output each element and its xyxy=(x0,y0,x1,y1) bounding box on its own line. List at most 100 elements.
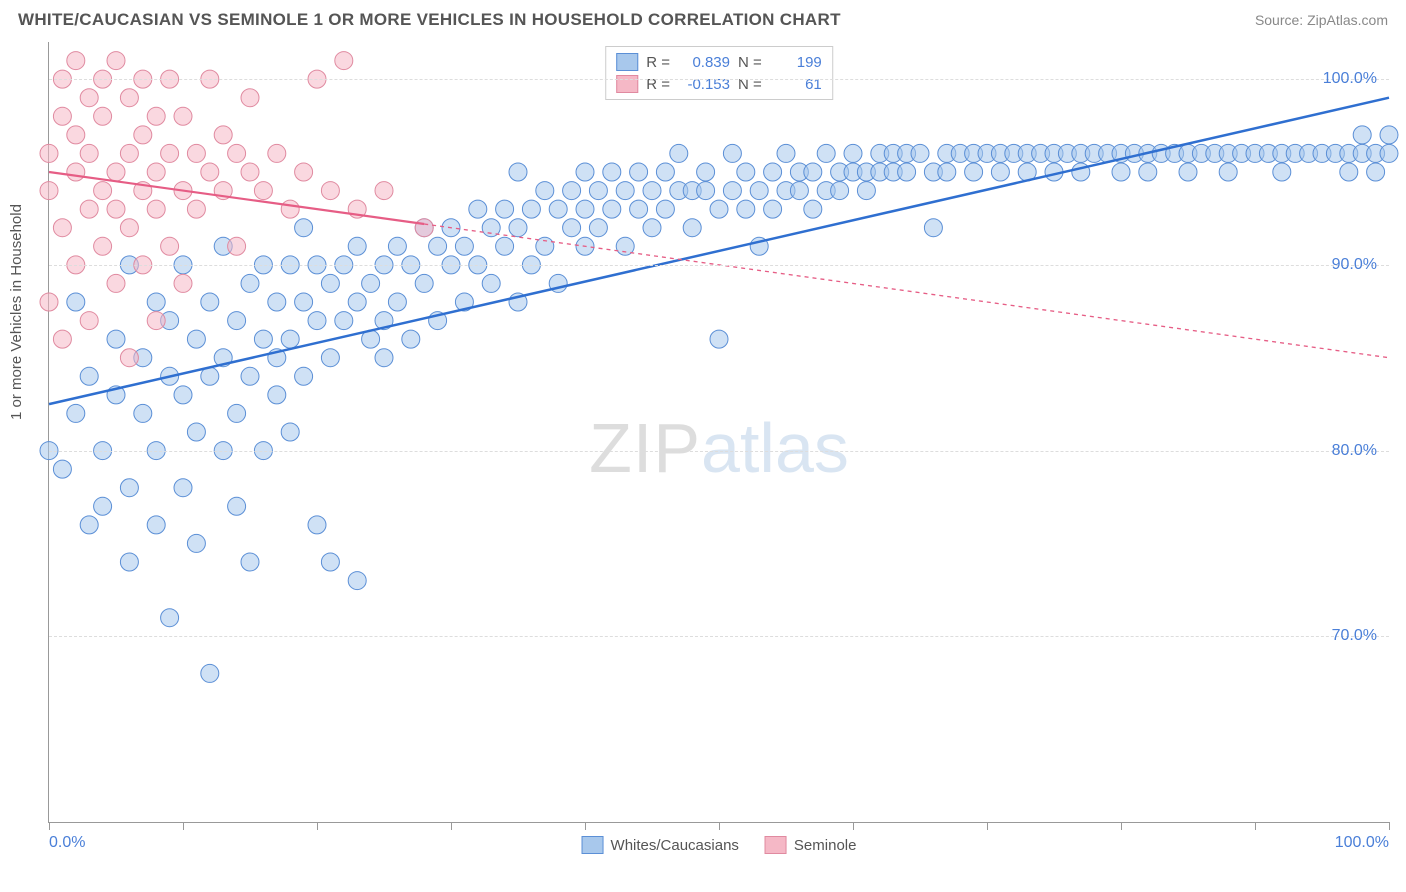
data-point xyxy=(80,89,98,107)
data-point xyxy=(844,144,862,162)
data-point xyxy=(348,572,366,590)
data-point xyxy=(120,349,138,367)
data-point xyxy=(764,200,782,218)
data-point xyxy=(80,516,98,534)
data-point xyxy=(522,200,540,218)
data-point xyxy=(509,219,527,237)
data-point xyxy=(375,182,393,200)
data-point xyxy=(295,219,313,237)
gridline-h xyxy=(49,636,1389,637)
data-point xyxy=(804,163,822,181)
data-point xyxy=(697,163,715,181)
data-point xyxy=(335,52,353,70)
data-point xyxy=(1367,163,1385,181)
data-point xyxy=(161,609,179,627)
data-point xyxy=(80,200,98,218)
data-point xyxy=(817,144,835,162)
data-point xyxy=(911,144,929,162)
data-point xyxy=(147,200,165,218)
ytick-label: 100.0% xyxy=(1323,70,1377,88)
data-point xyxy=(40,144,58,162)
data-point xyxy=(134,404,152,422)
data-point xyxy=(831,182,849,200)
data-point xyxy=(616,182,634,200)
data-point xyxy=(576,200,594,218)
data-point xyxy=(924,219,942,237)
data-point xyxy=(455,237,473,255)
xtick xyxy=(585,822,586,830)
scatter-plot-area: ZIPatlas R = 0.839 N = 199 R = -0.153 N … xyxy=(48,42,1389,823)
data-point xyxy=(281,200,299,218)
data-point xyxy=(268,386,286,404)
data-point xyxy=(991,163,1009,181)
data-point xyxy=(348,293,366,311)
data-point xyxy=(120,89,138,107)
data-point xyxy=(147,293,165,311)
data-point xyxy=(1273,163,1291,181)
data-point xyxy=(281,330,299,348)
data-point xyxy=(120,144,138,162)
data-point xyxy=(321,182,339,200)
data-point xyxy=(737,163,755,181)
data-point xyxy=(415,274,433,292)
data-point xyxy=(161,237,179,255)
data-point xyxy=(187,144,205,162)
data-point xyxy=(147,107,165,125)
data-point xyxy=(308,312,326,330)
data-point xyxy=(107,163,125,181)
data-point xyxy=(147,163,165,181)
data-point xyxy=(53,330,71,348)
data-point xyxy=(723,182,741,200)
data-point xyxy=(656,200,674,218)
data-point xyxy=(429,237,447,255)
data-point xyxy=(120,479,138,497)
data-point xyxy=(321,553,339,571)
data-point xyxy=(228,404,246,422)
data-point xyxy=(965,163,983,181)
stats-row-series1: R = 0.839 N = 199 xyxy=(616,51,822,73)
data-point xyxy=(1112,163,1130,181)
data-point xyxy=(281,423,299,441)
data-point xyxy=(94,237,112,255)
data-point xyxy=(737,200,755,218)
data-point xyxy=(804,200,822,218)
data-point xyxy=(187,200,205,218)
data-point xyxy=(321,349,339,367)
data-point xyxy=(1179,163,1197,181)
xtick-label: 0.0% xyxy=(49,834,85,852)
data-point xyxy=(643,219,661,237)
data-point xyxy=(107,274,125,292)
xtick xyxy=(317,822,318,830)
data-point xyxy=(94,182,112,200)
data-point xyxy=(67,404,85,422)
data-point xyxy=(67,126,85,144)
xtick xyxy=(853,822,854,830)
data-point xyxy=(254,330,272,348)
xtick xyxy=(183,822,184,830)
data-point xyxy=(723,144,741,162)
data-point xyxy=(335,312,353,330)
data-point xyxy=(710,200,728,218)
source-attribution: Source: ZipAtlas.com xyxy=(1255,12,1388,28)
data-point xyxy=(777,144,795,162)
xtick xyxy=(451,822,452,830)
data-point xyxy=(362,274,380,292)
xtick xyxy=(1389,822,1390,830)
data-point xyxy=(80,367,98,385)
data-point xyxy=(147,312,165,330)
data-point xyxy=(1139,163,1157,181)
data-point xyxy=(1380,126,1398,144)
data-point xyxy=(107,52,125,70)
data-point xyxy=(1219,163,1237,181)
data-point xyxy=(67,52,85,70)
data-point xyxy=(1340,163,1358,181)
data-point xyxy=(94,497,112,515)
xtick-label: 100.0% xyxy=(1335,834,1389,852)
ytick-label: 90.0% xyxy=(1332,256,1377,274)
data-point xyxy=(107,330,125,348)
correlation-stats-legend: R = 0.839 N = 199 R = -0.153 N = 61 xyxy=(605,46,833,100)
data-point xyxy=(201,664,219,682)
legend-item-series2: Seminole xyxy=(765,836,857,854)
data-point xyxy=(241,274,259,292)
series-legend: Whites/Caucasians Seminole xyxy=(582,836,857,854)
